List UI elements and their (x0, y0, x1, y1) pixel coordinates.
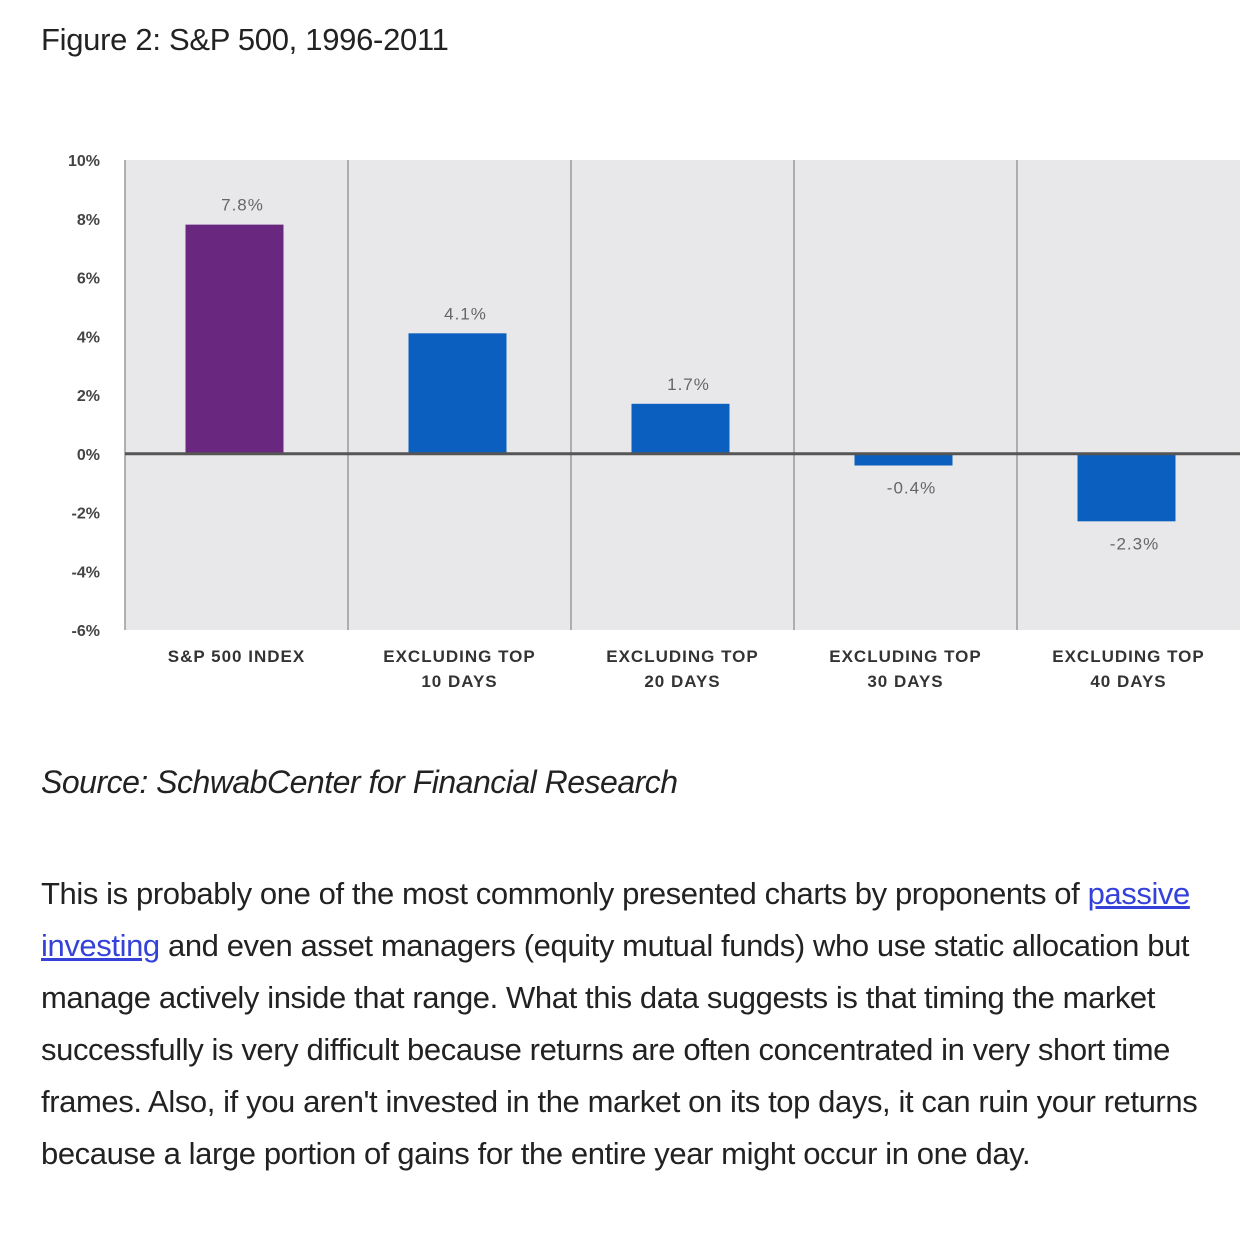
y-tick-label: 10% (68, 153, 100, 170)
x-category-label: 10 DAYS (421, 672, 497, 691)
bar (185, 224, 284, 454)
y-tick-label: 2% (77, 388, 100, 405)
passive-investing-link[interactable]: passive investing (41, 876, 1190, 963)
y-tick-label: -6% (72, 623, 100, 640)
x-category-label: 40 DAYS (1090, 672, 1166, 691)
data-label: 1.7% (667, 375, 710, 394)
y-tick-label: -2% (72, 506, 100, 523)
x-category-label: EXCLUDING TOP (1052, 647, 1204, 666)
y-tick-label: -4% (72, 564, 100, 581)
y-tick-label: 6% (77, 271, 100, 288)
x-category-label: 20 DAYS (644, 672, 720, 691)
figure-source: Source: SchwabCenter for Financial Resea… (41, 764, 678, 800)
x-category-label: EXCLUDING TOP (829, 647, 981, 666)
data-label: -2.3% (1110, 534, 1159, 553)
data-label: 4.1% (444, 304, 487, 323)
x-category-label: EXCLUDING TOP (606, 647, 758, 666)
y-tick-label: 4% (77, 329, 100, 346)
bar-chart: 10% 8% 6% 4% 2% 0% -2% -4% -6% 7.8% S&P 500 INDEX 4… (68, 153, 1240, 691)
figure-title: Figure 2: S&P 500, 1996-2011 (41, 22, 449, 57)
paragraph-text-start: This is probably one of the most commonl… (41, 876, 1088, 911)
bar (631, 403, 730, 454)
data-label: -0.4% (887, 479, 936, 498)
paragraph-text-end: and even asset managers (equity mutual f… (41, 928, 1198, 1171)
y-tick-label: 8% (77, 212, 100, 229)
bar (854, 453, 953, 466)
x-category-label: EXCLUDING TOP (383, 647, 535, 666)
article-paragraph: This is probably one of the most commonl… (41, 868, 1231, 1180)
bar (408, 333, 507, 454)
y-tick-label: 0% (77, 447, 100, 464)
x-category-label: 30 DAYS (867, 672, 943, 691)
plot-background (125, 160, 1240, 630)
x-category-label: S&P 500 INDEX (168, 647, 305, 666)
bar (1077, 453, 1176, 522)
data-label: 7.8% (221, 196, 264, 215)
